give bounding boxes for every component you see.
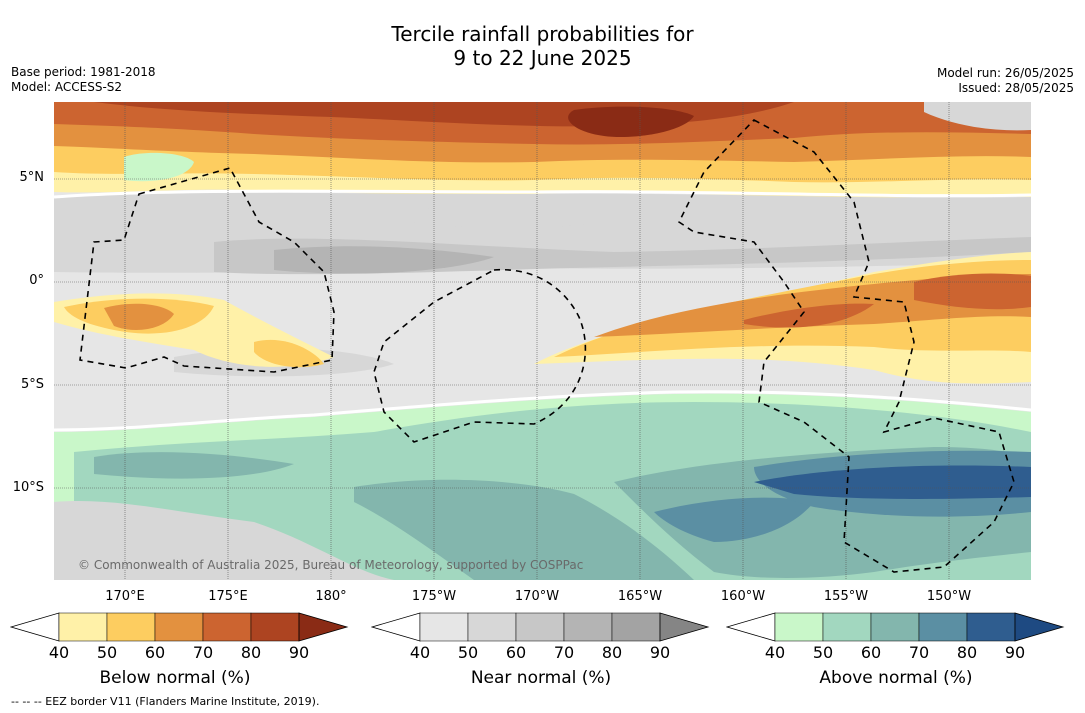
lon-label-165w: 165°W: [617, 589, 663, 604]
colorbar-below-label: Below normal (%): [99, 668, 251, 688]
colorbar-near-segment-60: [515, 612, 565, 642]
lon-label-160w: 160°W: [720, 589, 766, 604]
north-band-90: [568, 106, 694, 138]
colorbar-near-tick-70: 70: [553, 643, 575, 662]
colorbar-near-segment-50: [467, 612, 517, 642]
colorbar-above-segment-50: [822, 612, 872, 642]
lon-label-155w: 155°W: [823, 589, 869, 604]
colorbar-below-segment-50: [106, 612, 156, 642]
colorbar-near-tick-50: 50: [457, 643, 479, 662]
colorbar-below-tick-90: 90: [288, 643, 310, 662]
map-title: Tercile rainfall probabilities for 9 to …: [0, 22, 1085, 70]
west-band-50-south: [254, 339, 324, 368]
south-band-70-mid: [654, 497, 814, 542]
lon-label-150w: 150°W: [926, 589, 972, 604]
lon-label-175w: 175°W: [411, 589, 457, 604]
colorbar-above-tick-80: 80: [956, 643, 978, 662]
colorbar-below-high-arrow: [298, 612, 349, 642]
copyright-notice: © Commonwealth of Australia 2025, Bureau…: [78, 558, 584, 572]
colorbar-below-normal: [10, 612, 349, 642]
colorbar-above-high-arrow: [1014, 612, 1065, 642]
south-west-grey: [54, 501, 394, 580]
contour-south: [54, 390, 1031, 432]
colorbar-near-tick-90: 90: [649, 643, 671, 662]
eez-borders: [79, 119, 1015, 573]
equator-band-70: [744, 303, 874, 328]
lon-label-170e: 170°E: [105, 589, 145, 604]
lat-label-0: 0°: [29, 273, 44, 288]
colorbar-above-segment-70: [918, 612, 968, 642]
issued-date: Issued: 28/05/2025: [958, 81, 1074, 95]
south-band-60-mid: [354, 479, 694, 580]
colorbar-above-segment-60: [870, 612, 920, 642]
eez-legend-note: -- -- -- EEZ border V11 (Flanders Marine…: [11, 695, 320, 708]
colorbar-near-segment-70: [563, 612, 613, 642]
colorbar-below-segment-70: [202, 612, 252, 642]
colorbar-below-tick-70: 70: [192, 643, 214, 662]
colorbar-below-low-arrow: [10, 612, 60, 642]
colorbar-near-high-arrow: [659, 612, 710, 642]
colorbar-above-tick-60: 60: [860, 643, 882, 662]
title-line-2: 9 to 22 June 2025: [453, 46, 632, 70]
meta-left: Base period: 1981-2018 Model: ACCESS-S2: [11, 65, 156, 95]
lon-label-175e: 175°E: [208, 589, 248, 604]
probability-map: [54, 102, 1031, 580]
equator-band-70-east: [914, 273, 1031, 310]
contour-north: [54, 189, 1031, 199]
colorbar-above-tick-90: 90: [1004, 643, 1026, 662]
colorbar-near-low-arrow: [371, 612, 421, 642]
colorbar-near-normal: [371, 612, 710, 642]
colorbar-above-low-arrow: [726, 612, 776, 642]
colorbar-below-tick-50: 50: [96, 643, 118, 662]
base-period: Base period: 1981-2018: [11, 65, 156, 79]
colorbar-above-segment-80: [966, 612, 1016, 642]
lon-label-180: 180°: [315, 589, 347, 604]
south-band-60-west: [94, 452, 294, 479]
colorbar-above-tick-40: 40: [764, 643, 786, 662]
colorbar-below-segment-60: [154, 612, 204, 642]
colorbar-below-tick-40: 40: [48, 643, 70, 662]
south-band-80-east: [754, 465, 1031, 499]
colorbar-above-label: Above normal (%): [819, 668, 973, 688]
north-grey-patch: [924, 102, 1031, 131]
colorbar-near-tick-60: 60: [505, 643, 527, 662]
colorbar-near-tick-80: 80: [601, 643, 623, 662]
colorbar-near-label: Near normal (%): [470, 668, 612, 688]
lon-label-170w: 170°W: [514, 589, 560, 604]
lat-label-10s: 10°S: [12, 480, 44, 495]
graticule: [54, 102, 1031, 580]
meta-right: Model run: 26/05/2025 Issued: 28/05/2025: [937, 66, 1074, 96]
colorbar-below-segment-40: [58, 612, 108, 642]
grey-band-70: [274, 246, 494, 274]
colorbar-near-segment-80: [611, 612, 661, 642]
model-run: Model run: 26/05/2025: [936, 66, 1074, 80]
model-name: Model: ACCESS-S2: [11, 80, 123, 94]
colorbar-above-segment-40: [774, 612, 824, 642]
colorbar-above-normal: [726, 612, 1065, 642]
north-green-patch: [124, 152, 194, 182]
colorbar-below-tick-60: 60: [144, 643, 166, 662]
map-canvas: [54, 102, 1031, 580]
lat-label-5s: 5°S: [20, 377, 44, 392]
grey-patch-upper: [414, 205, 614, 229]
west-band-60: [104, 303, 174, 330]
colorbar-near-tick-40: 40: [409, 643, 431, 662]
title-line-1: Tercile rainfall probabilities for: [391, 22, 694, 46]
lat-label-5n: 5°N: [19, 170, 45, 185]
colorbar-below-tick-80: 80: [240, 643, 262, 662]
colorbar-above-tick-50: 50: [812, 643, 834, 662]
colorbar-near-segment-40: [419, 612, 469, 642]
colorbar-below-segment-80: [250, 612, 300, 642]
colorbar-above-tick-70: 70: [908, 643, 930, 662]
